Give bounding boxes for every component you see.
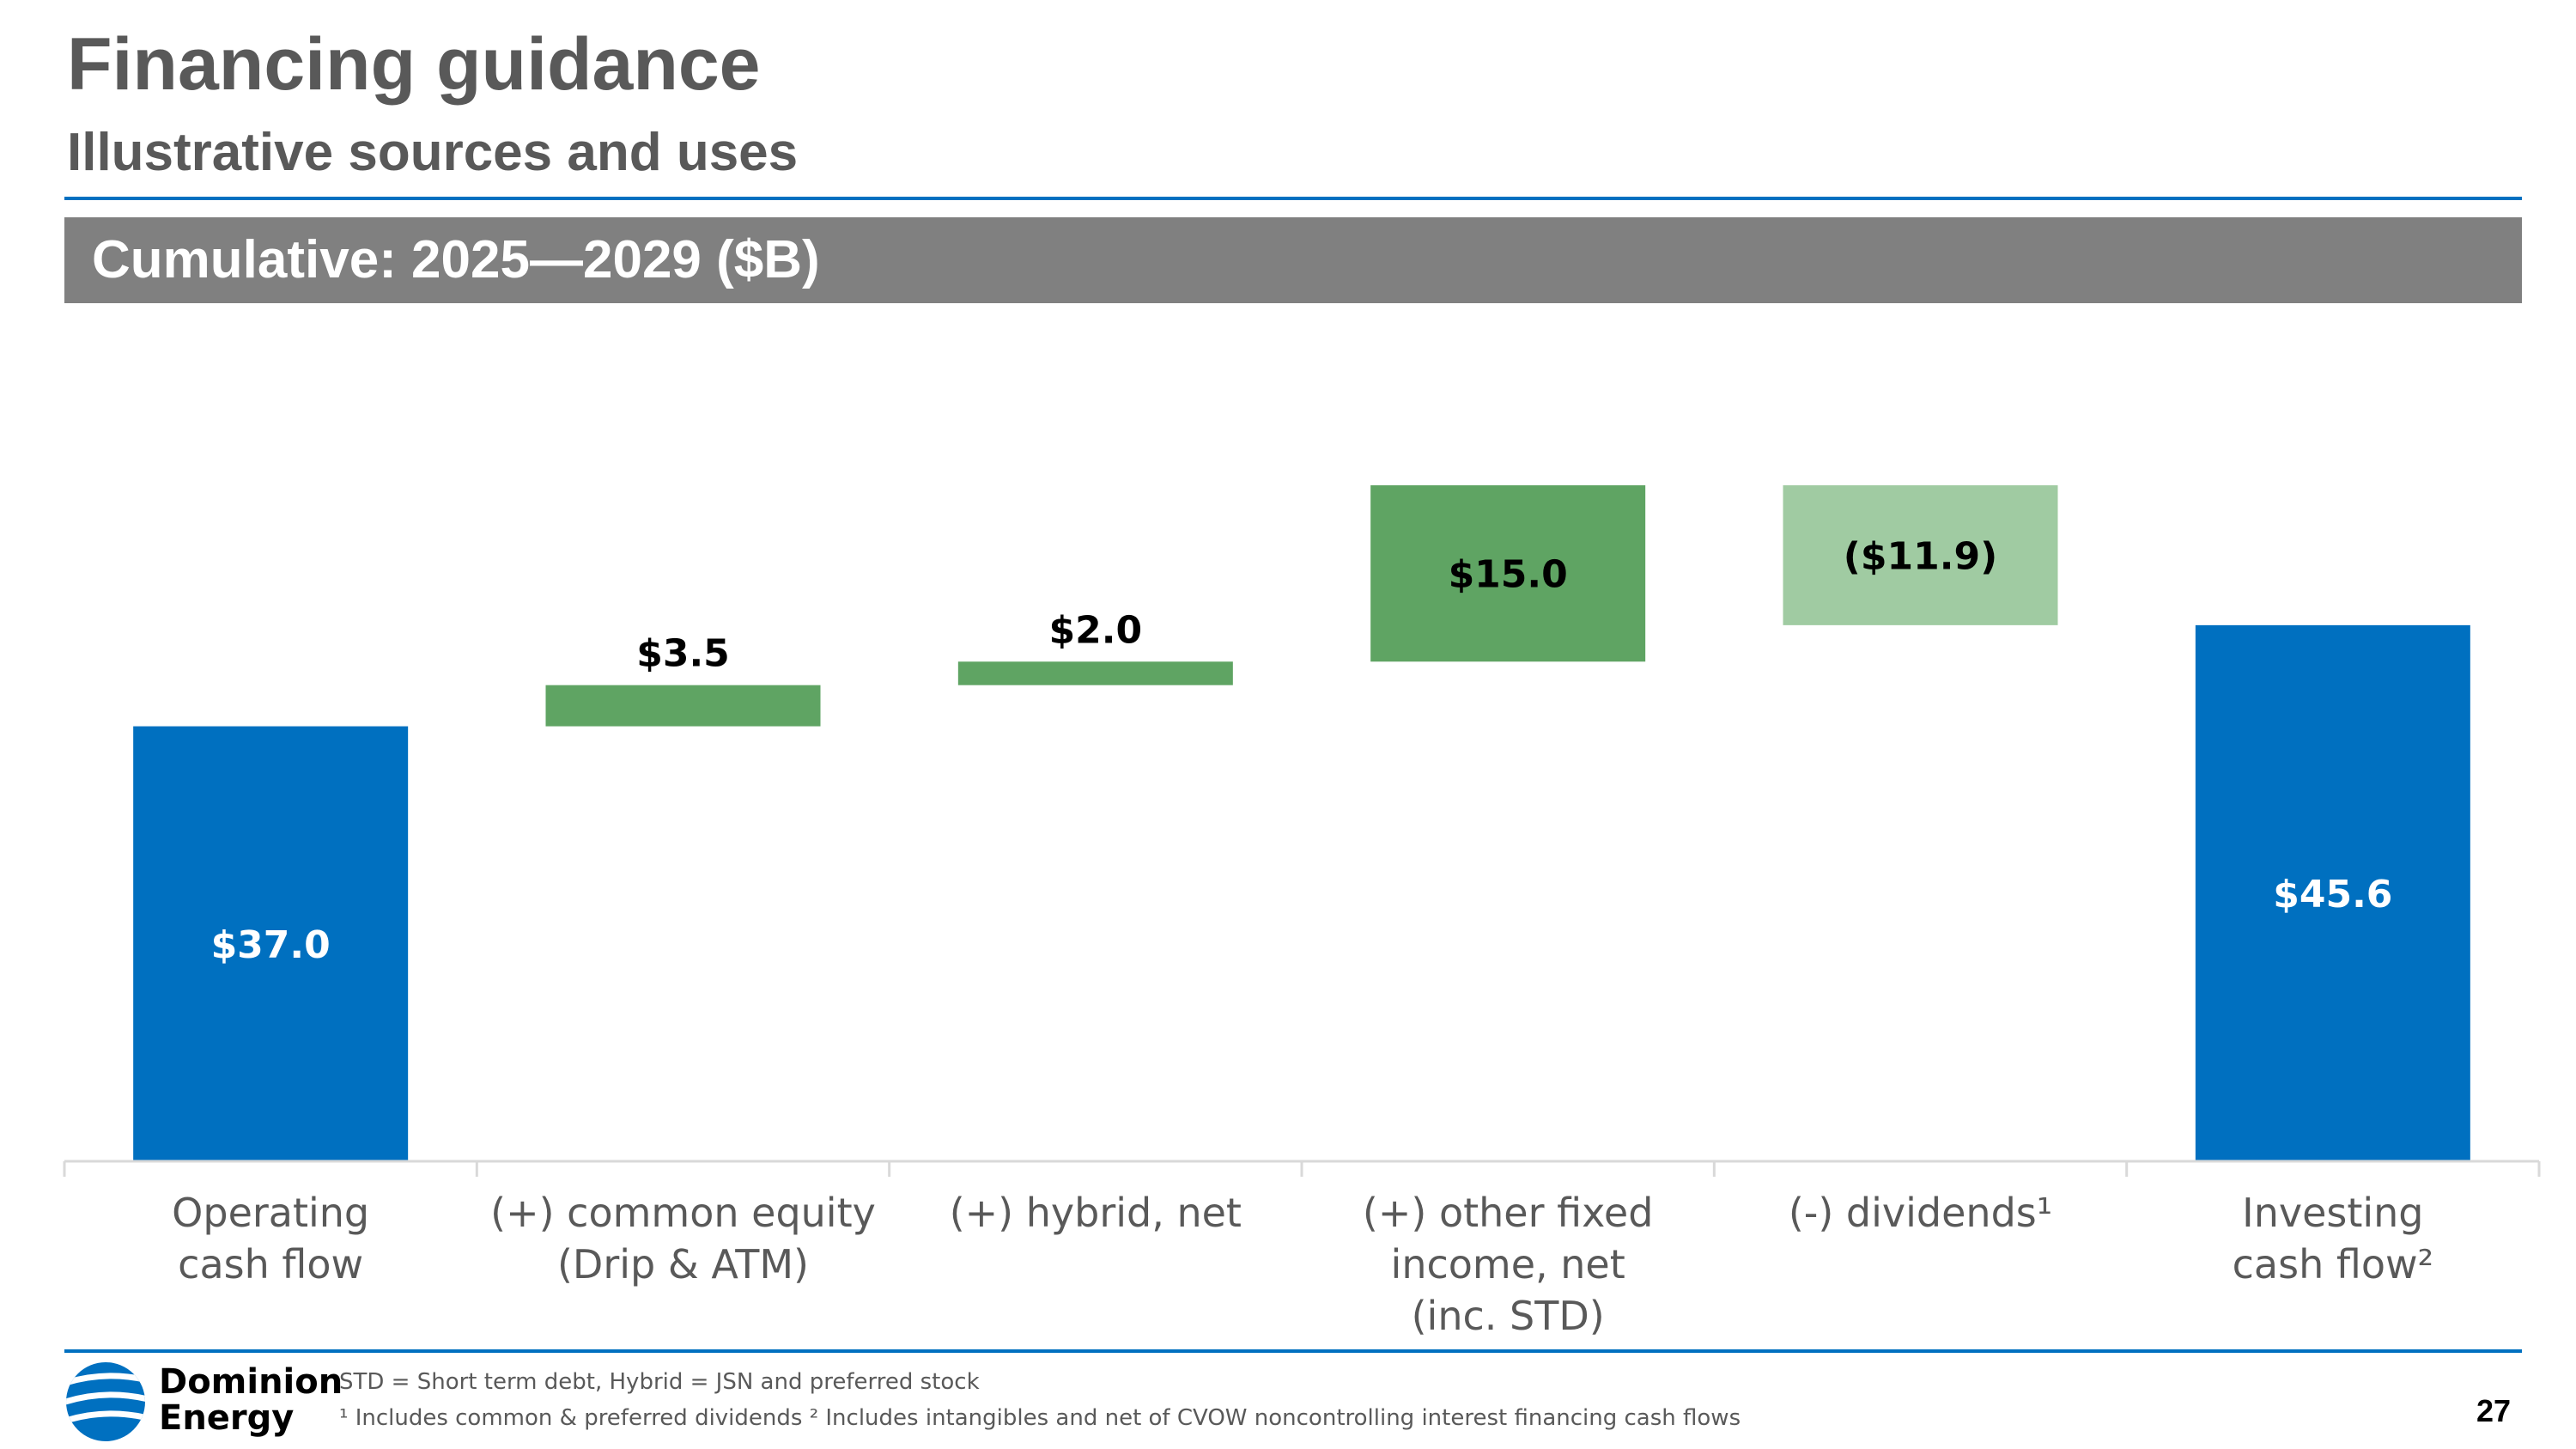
category-label-0: Operating cash flow — [172, 1190, 370, 1288]
data-label-4: ($11.9) — [1844, 534, 1997, 578]
bar-5 — [2195, 624, 2470, 1161]
page-subtitle: Illustrative sources and uses — [67, 123, 799, 182]
bar-0 — [133, 726, 409, 1161]
category-label-5: Investing cash flow² — [2232, 1190, 2434, 1288]
data-label-0: $37.0 — [211, 923, 331, 967]
logo-line2: Energy — [159, 1398, 295, 1438]
bar-1 — [545, 685, 821, 727]
bar-4 — [1783, 485, 2058, 625]
data-label-3: $15.0 — [1449, 553, 1568, 597]
page-title: Financing guidance — [67, 23, 761, 106]
logo-line1: Dominion — [159, 1362, 343, 1402]
data-label-1: $3.5 — [636, 632, 730, 676]
page-number: 27 — [2476, 1393, 2511, 1428]
data-label-2: $2.0 — [1049, 608, 1143, 652]
banner-text: Cumulative: 2025—2029 ($B) — [92, 230, 820, 289]
section-banner: Cumulative: 2025—2029 ($B) — [64, 217, 2522, 303]
category-label-4: (-) dividends¹ — [1788, 1190, 2053, 1236]
category-label-3: (+) other fixed income, net (inc. STD) — [1362, 1190, 1654, 1339]
dominion-energy-logo: Dominion Energy — [64, 1359, 343, 1445]
category-label-1: (+) common equity (Drip & ATM) — [490, 1190, 876, 1288]
footnote-std: STD = Short term debt, Hybrid = JSN and … — [339, 1369, 980, 1395]
data-label-5: $45.6 — [2273, 873, 2392, 916]
header-divider — [64, 197, 2522, 200]
footnote-superscripts: ¹ Includes common & preferred dividends … — [339, 1405, 1741, 1431]
footer-divider — [64, 1349, 2522, 1353]
dominion-logo-icon — [66, 1362, 145, 1441]
bar-3 — [1370, 485, 1646, 662]
category-label-2: (+) hybrid, net — [949, 1190, 1242, 1236]
bar-2 — [957, 661, 1233, 685]
